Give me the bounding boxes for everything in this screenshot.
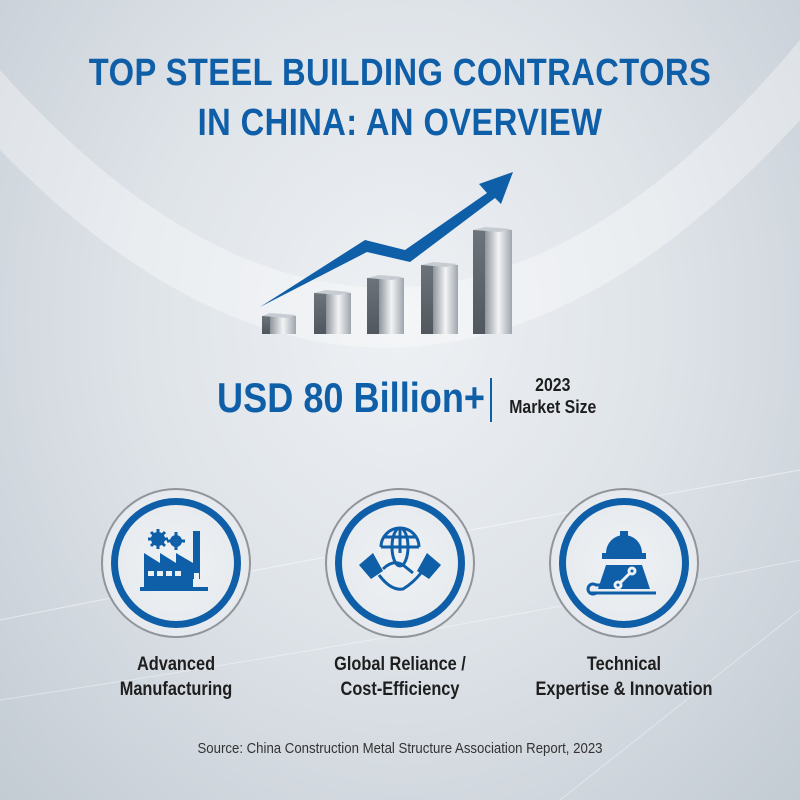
feature-label-line-1: Advanced: [136, 654, 216, 675]
feature-global-reliance: Global Reliance / Cost-Efficiency: [290, 488, 510, 702]
hardhat-blueprint-wrench-icon: [586, 531, 656, 596]
feature-label: Advanced Manufacturing: [81, 652, 270, 702]
market-divider: [490, 378, 492, 422]
globe-handshake-icon: [359, 526, 441, 591]
feature-label-line-2: Expertise & Innovation: [535, 679, 713, 700]
feature-label-line-2: Cost-Efficiency: [340, 679, 460, 700]
factory-gears-icon: [140, 529, 208, 591]
bars: [262, 227, 512, 334]
feature-label-line-1: Technical: [586, 654, 662, 675]
title-line-1: TOP STEEL BUILDING CONTRACTORS: [88, 52, 712, 94]
market-label-text: Market Size: [509, 397, 597, 417]
feature-label: Global Reliance / Cost-Efficiency: [305, 652, 494, 702]
feature-label: Technical Expertise & Innovation: [529, 652, 718, 702]
market-label: 2023 Market Size: [500, 374, 606, 418]
market-value: USD 80 Billion+: [217, 374, 486, 421]
feature-ring: [101, 488, 251, 638]
page-title: TOP STEEL BUILDING CONTRACTORS IN CHINA:…: [56, 48, 744, 148]
feature-ring: [549, 488, 699, 638]
market-year: 2023: [535, 375, 571, 395]
feature-technical-expertise: Technical Expertise & Innovation: [514, 488, 734, 702]
market-size-stat: USD 80 Billion+ 2023 Market Size: [0, 368, 800, 428]
trend-arrow: [260, 172, 513, 307]
rising-bar-chart-with-arrow-icon: [260, 172, 513, 334]
title-line-2: IN CHINA: AN OVERVIEW: [197, 102, 603, 144]
source-citation: Source: China Construction Metal Structu…: [197, 740, 603, 757]
feature-ring: [325, 488, 475, 638]
feature-label-line-2: Manufacturing: [119, 679, 233, 700]
feature-advanced-manufacturing: Advanced Manufacturing: [66, 488, 286, 702]
feature-label-line-1: Global Reliance /: [334, 654, 466, 675]
